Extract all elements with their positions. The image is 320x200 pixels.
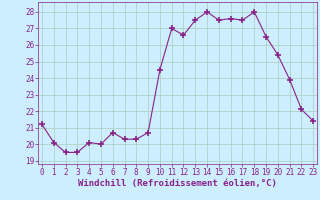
X-axis label: Windchill (Refroidissement éolien,°C): Windchill (Refroidissement éolien,°C) xyxy=(78,179,277,188)
